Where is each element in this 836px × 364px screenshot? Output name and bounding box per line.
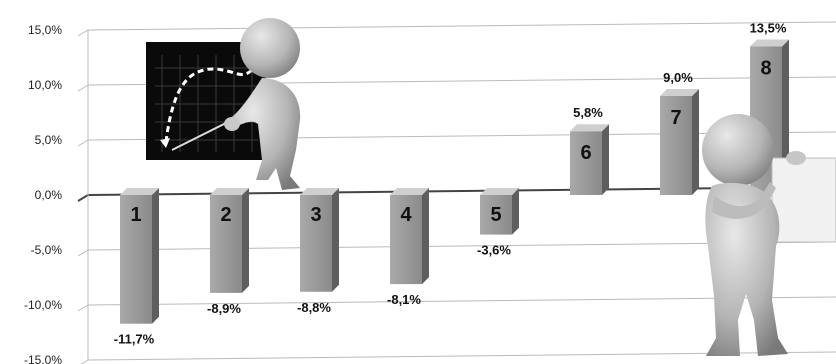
presenter-figure-with-whiteboard [146, 18, 301, 190]
thinker-arm [712, 182, 776, 219]
bar-4: 4 -8,1% [387, 188, 429, 307]
thinker-head [702, 114, 774, 186]
y-tick-label: 5,0% [35, 133, 63, 147]
bar-number-label: 6 [580, 142, 591, 164]
bar-side [422, 188, 429, 285]
bar-front [480, 195, 512, 235]
thinker-hand-on-paper [786, 151, 806, 165]
presenter-body [228, 78, 301, 190]
gridline-depth [77, 249, 89, 257]
y-tick-label: 15,0% [28, 23, 62, 37]
gridline-depth [77, 194, 89, 202]
presenter-hand [224, 117, 240, 131]
bar-front [120, 195, 152, 324]
bar-side [602, 124, 609, 195]
bars: 1 -11,7% 2 -8,9% 3 -8,8% 4 -8,1% 5 -3,6% 6 5,8% 7 9,0… [114, 21, 789, 347]
data-label: 13,5% [750, 21, 787, 36]
bar-number-label: 8 [760, 58, 771, 80]
gridline [87, 21, 836, 31]
paper-sheet [771, 157, 836, 243]
bar-top [210, 188, 249, 195]
y-tick-label: 10,0% [28, 78, 62, 92]
bar-top [570, 124, 609, 132]
bar-top [480, 188, 519, 195]
blackboard-arrow [160, 138, 170, 148]
bar-front [660, 96, 692, 195]
bar-number-label: 7 [670, 107, 681, 129]
gridline-depth [80, 359, 89, 364]
thinker-body [705, 182, 788, 356]
gridline-depth [77, 304, 89, 312]
bar-side [692, 89, 699, 195]
bar-front [210, 195, 242, 293]
bar-number-label: 4 [400, 204, 412, 226]
bar-side [242, 188, 249, 293]
data-label: -3,6% [477, 243, 511, 258]
y-tick-label: 0,0% [35, 188, 63, 202]
bar-front [300, 195, 332, 292]
y-tick-label: -5,0% [31, 243, 63, 257]
gridline-depth [77, 139, 89, 147]
bar-top [660, 89, 699, 96]
thinking-figure-with-paper [702, 114, 836, 356]
blackboard-curve [164, 66, 256, 143]
bar-side [512, 188, 519, 235]
bar-number-label: 2 [220, 204, 231, 226]
bar-number-label: 3 [310, 204, 321, 226]
bar-2: 2 -8,9% [207, 188, 249, 316]
bar-5: 5 -3,6% [477, 188, 519, 258]
bar-3: 3 -8,8% [297, 188, 339, 315]
y-tick-label: -15,0% [24, 353, 62, 364]
bar-top [750, 39, 789, 47]
y-axis: 15,0% 10,0% 5,0% 0,0% -5,0% -10,0% -15,0% [24, 23, 89, 364]
bar-side [332, 188, 339, 292]
bar-number-label: 1 [130, 204, 141, 226]
gridline-depth [77, 84, 89, 92]
bar-front [570, 131, 602, 195]
bar-top [300, 188, 339, 195]
bar-side [152, 188, 159, 324]
bar-6: 6 5,8% [570, 105, 609, 195]
bar-top [120, 188, 159, 195]
gridline-depth [77, 29, 89, 37]
data-label: 9,0% [663, 70, 693, 85]
bar-top [390, 188, 429, 195]
y-tick-label: -10,0% [24, 298, 62, 312]
bar-1: 1 -11,7% [114, 188, 159, 347]
data-label: -8,8% [297, 300, 331, 315]
data-label: -11,7% [114, 332, 155, 347]
presenter-head [240, 18, 300, 78]
pointer-stick [171, 119, 233, 151]
data-label: -8,1% [387, 292, 421, 307]
bar-7: 7 9,0% [660, 70, 699, 195]
data-label: -8,9% [207, 301, 241, 316]
bar-front [390, 195, 422, 285]
data-label: 5,8% [573, 105, 603, 120]
bar-number-label: 5 [490, 204, 501, 226]
gridline [87, 296, 836, 306]
